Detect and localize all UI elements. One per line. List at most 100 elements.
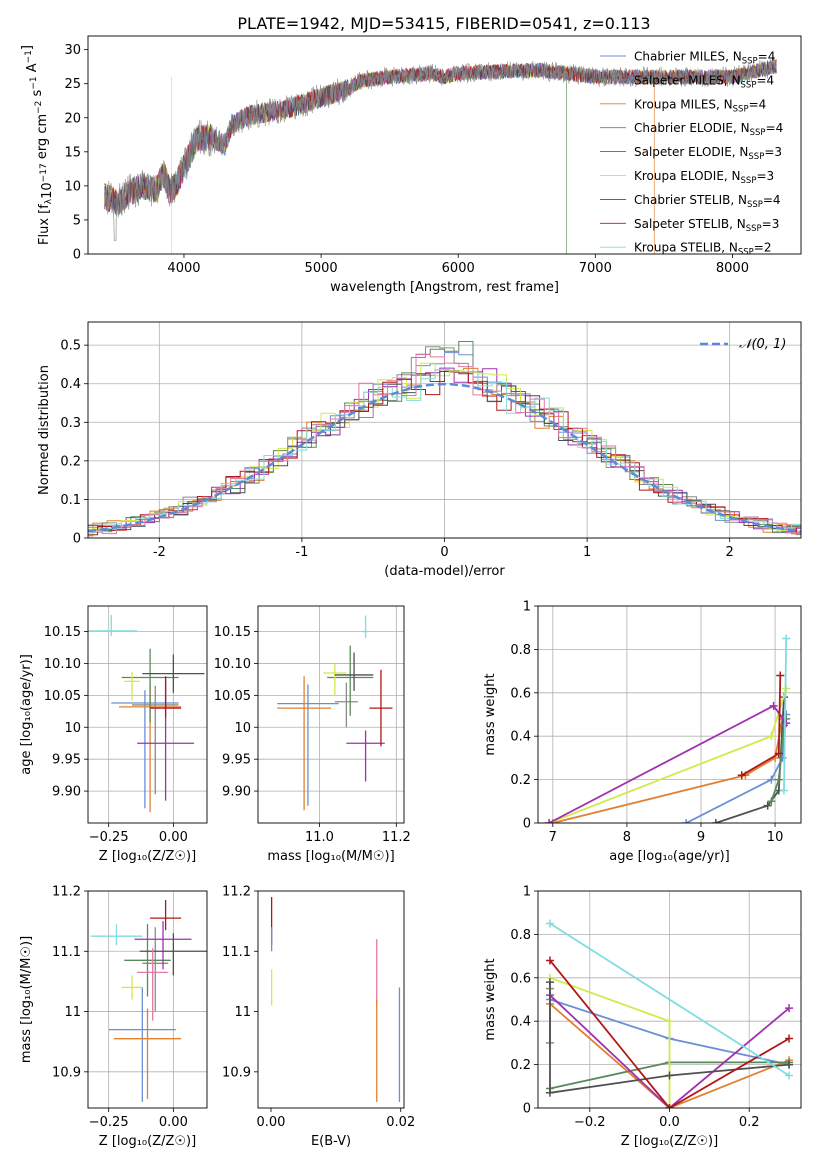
y-axis-label-part: A xyxy=(25,63,40,76)
x-tick-label: 0.00 xyxy=(159,830,188,845)
y-axis-label: Normed distribution xyxy=(37,365,52,495)
y-tick-label: 0.6 xyxy=(510,971,531,986)
panel-mass-vs-Z: −0.25 0.00 10.9 11 11.1 11.2 Z [log₁₀(Z/Z☉)] ma… xyxy=(19,885,208,1149)
legend-entry-base: Chabrier MILES, N xyxy=(634,50,742,64)
legend-entry-tail: =4 xyxy=(756,73,774,87)
y-tick-label: 0.2 xyxy=(510,773,531,788)
y-tick-label: 0.4 xyxy=(510,730,531,745)
weight-marker xyxy=(682,819,691,823)
legend-entry-sub: SSP xyxy=(747,200,763,210)
legend-entry-tail: =3 xyxy=(762,217,780,231)
x-axis-label: E(B-V) xyxy=(311,1134,351,1149)
legend-entry-base: Salpeter STELIB, N xyxy=(634,217,746,231)
x-tick-label: 8 xyxy=(623,830,631,845)
y-tick-label: 9.90 xyxy=(222,785,251,800)
x-tick-label: 9 xyxy=(697,830,705,845)
weight-marker xyxy=(763,801,772,810)
legend-entry-tail: =4 xyxy=(758,50,776,64)
x-tick-label: −0.2 xyxy=(574,1115,606,1130)
y-tick-label: 0.8 xyxy=(510,928,531,943)
weight-line-5 xyxy=(548,688,788,823)
y-axis-label-part: ] xyxy=(20,45,35,50)
x-tick-label: 0.00 xyxy=(257,1115,286,1130)
spectrum-line-1 xyxy=(104,56,777,241)
figure-title: PLATE=1942, MJD=53415, FIBERID=0541, z=0… xyxy=(237,14,650,33)
x-tick-label: 6000 xyxy=(442,261,475,276)
y-tick-label: 10.10 xyxy=(44,657,81,672)
weight-marker xyxy=(779,786,788,795)
weight-line-7 xyxy=(549,959,790,1108)
y-axis-label-part: Flux [f xyxy=(37,204,52,245)
legend-entry-base: Kroupa ELODIE, N xyxy=(634,169,741,183)
panel-mass-vs-ebv: 0.00 0.02 10.9 11 11.1 11.2 E(B-V) xyxy=(222,885,415,1150)
y-tick-label: 0.1 xyxy=(60,493,81,508)
weight-marker xyxy=(545,819,554,823)
legend-entry-tail: =4 xyxy=(749,97,767,111)
y-tick-label: 20 xyxy=(64,111,81,126)
weight-marker xyxy=(776,671,785,680)
y-tick-label: 10 xyxy=(64,179,81,194)
plot-area-mass-vs-ebv xyxy=(270,897,401,1102)
y-tick-label: 10.15 xyxy=(44,625,81,640)
axes-frame xyxy=(257,890,405,1109)
x-axis-label: wavelength [Angstrom, rest frame] xyxy=(330,280,559,295)
plot-area-residual-histogram xyxy=(88,341,801,537)
x-tick-label: 7 xyxy=(549,830,557,845)
plot-area-age-vs-Z xyxy=(88,614,205,813)
weight-marker xyxy=(545,1088,554,1097)
plot-area-massweight-vs-age xyxy=(545,634,791,823)
x-tick-label: 4000 xyxy=(167,261,200,276)
x-tick-label: 0.02 xyxy=(386,1115,415,1130)
legend-entry-sub: SSP xyxy=(733,104,749,114)
x-tick-label: 5000 xyxy=(305,261,338,276)
y-tick-label: 0 xyxy=(523,1102,531,1117)
legend-entry-tail: =4 xyxy=(766,121,784,135)
y-tick-label: 1 xyxy=(523,885,531,900)
weight-marker xyxy=(665,1104,674,1108)
weight-marker xyxy=(782,719,791,728)
y-tick-label: 30 xyxy=(64,43,81,58)
weight-marker xyxy=(767,732,776,741)
gaussian-legend-label: 𝒩(0, 1) xyxy=(739,337,786,352)
y-tick-label: 0 xyxy=(73,248,81,263)
y-tick-label: 9.90 xyxy=(52,785,81,800)
legend-entry: Chabrier MILES, NSSP=4 xyxy=(634,50,775,67)
x-tick-label: −0.25 xyxy=(89,830,129,845)
panel-age-vs-Z: −0.25 0.00 9.90 9.95 10 10.05 10.10 10.15 Z [log… xyxy=(19,605,208,864)
y-tick-label: 0.4 xyxy=(510,1015,531,1030)
legend-entry-base: Chabrier ELODIE, N xyxy=(634,121,750,135)
y-tick-label: 11.1 xyxy=(52,945,81,960)
y-axis-label-part: s xyxy=(30,89,45,100)
plot-area-age-vs-mass xyxy=(277,615,393,811)
weight-marker xyxy=(769,701,778,710)
x-tick-label: 11.2 xyxy=(382,830,411,845)
panel-residual-histogram: -2 -1 0 1 2 0 0.1 0.2 0.3 0.4 0.5 (data-model)/erro… xyxy=(37,321,802,579)
weight-line-4 xyxy=(548,704,787,823)
y-axis-label: age [log₁₀(age/yr)] xyxy=(19,654,34,775)
weight-marker xyxy=(774,775,783,784)
y-tick-label: 10 xyxy=(64,721,81,736)
legend-entry-base: Salpeter ELODIE, N xyxy=(634,145,748,159)
x-tick-label: 0 xyxy=(440,545,448,560)
x-tick-label: 11.0 xyxy=(305,830,334,845)
y-tick-label: 9.95 xyxy=(52,753,81,768)
x-axis-label: Z [log₁₀(Z/Z☉)] xyxy=(99,1134,196,1149)
legend-entry: Kroupa STELIB, NSSP=2 xyxy=(634,241,772,258)
panel-massweight-vs-age: 7 8 9 10 0 0.2 0.4 0.6 0.8 1 age [log₁₀(age/yr)] ma… xyxy=(483,600,802,864)
weight-marker xyxy=(774,749,783,758)
y-tick-label: 10.9 xyxy=(52,1065,81,1080)
y-axis-label-part: −17 xyxy=(39,163,49,182)
y-tick-label: 0.2 xyxy=(60,454,81,469)
y-tick-label: 10.15 xyxy=(214,625,251,640)
axes-frame xyxy=(87,35,802,255)
y-tick-label: 10.05 xyxy=(214,689,251,704)
weight-marker xyxy=(785,1004,794,1013)
weight-marker xyxy=(545,919,554,928)
legend-entry-base: Kroupa STELIB, N xyxy=(634,241,738,255)
y-tick-label: 9.95 xyxy=(222,753,251,768)
axes-frame xyxy=(87,605,208,824)
weight-line-8 xyxy=(783,638,788,791)
y-tick-label: 0.5 xyxy=(60,339,81,354)
plot-area-mass-vs-Z xyxy=(90,900,207,1102)
